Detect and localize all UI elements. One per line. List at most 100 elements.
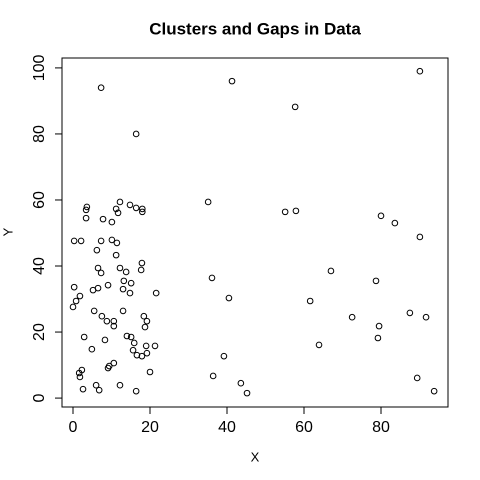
point: [110, 322, 118, 330]
point: [127, 279, 135, 287]
y-tick-label: 20: [31, 323, 48, 341]
point: [114, 209, 122, 217]
y-tick-label: 60: [31, 191, 48, 209]
point: [82, 214, 90, 222]
point: [132, 387, 140, 395]
point: [95, 386, 103, 394]
point: [209, 372, 217, 380]
point: [101, 336, 109, 344]
point: [92, 381, 100, 389]
point: [89, 286, 97, 294]
point: [116, 198, 124, 206]
y-tick-label: 0: [31, 394, 48, 403]
x-axis-label: X: [251, 449, 260, 464]
point: [108, 218, 116, 226]
point: [93, 246, 101, 254]
point: [82, 206, 90, 214]
point: [130, 339, 138, 347]
y-axis-label: Y: [0, 227, 15, 236]
point: [104, 364, 112, 372]
point: [225, 294, 233, 302]
point: [116, 381, 124, 389]
point: [77, 237, 85, 245]
point: [97, 237, 105, 245]
point: [146, 368, 154, 376]
point: [110, 317, 118, 325]
point: [141, 323, 149, 331]
point: [113, 239, 121, 247]
y-tick-label: 80: [31, 125, 48, 143]
point: [208, 274, 216, 282]
point: [142, 342, 150, 350]
x-tick-label: 0: [69, 419, 78, 436]
point: [70, 283, 78, 291]
point: [83, 203, 91, 211]
x-tick-label: 80: [372, 419, 390, 436]
point: [143, 349, 151, 357]
point: [127, 333, 135, 341]
point: [306, 297, 314, 305]
point: [132, 130, 140, 138]
point: [243, 389, 251, 397]
point: [406, 309, 414, 317]
point: [120, 277, 128, 285]
x-tick-label: 20: [141, 419, 159, 436]
point: [228, 77, 236, 85]
point: [292, 207, 300, 215]
point: [377, 212, 385, 220]
point: [137, 266, 145, 274]
chart-title: Clusters and Gaps in Data: [149, 19, 361, 38]
point: [97, 84, 105, 92]
point: [123, 332, 131, 340]
point: [416, 233, 424, 241]
point: [237, 379, 245, 387]
point: [80, 333, 88, 341]
point: [72, 297, 80, 305]
point: [116, 264, 124, 272]
point: [126, 289, 134, 297]
point: [375, 322, 383, 330]
point: [75, 369, 83, 377]
point: [139, 205, 146, 213]
point: [132, 204, 140, 212]
point: [151, 342, 159, 350]
point: [69, 303, 77, 311]
point: [94, 264, 102, 272]
x-tick-label: 40: [218, 419, 236, 436]
point: [138, 352, 146, 360]
point: [119, 307, 127, 315]
point: [416, 67, 424, 75]
point: [103, 317, 111, 325]
point: [413, 374, 421, 382]
point: [140, 312, 148, 320]
point: [98, 312, 106, 320]
point: [112, 205, 120, 213]
point: [422, 313, 430, 321]
point: [152, 289, 160, 297]
y-tick-label: 40: [31, 257, 48, 275]
point: [119, 285, 127, 293]
point: [104, 281, 112, 289]
point: [110, 359, 118, 367]
point: [76, 373, 84, 381]
point: [108, 236, 116, 244]
point: [327, 267, 335, 275]
point: [88, 345, 96, 353]
point: [90, 307, 98, 315]
point: [112, 251, 120, 259]
plot-frame: [61, 57, 449, 408]
x-tick-label: 60: [295, 419, 313, 436]
point: [430, 387, 438, 395]
point: [220, 352, 228, 360]
point: [143, 317, 151, 325]
y-tick-label: 100: [31, 54, 48, 81]
point: [138, 259, 146, 267]
point: [204, 198, 212, 206]
point: [315, 341, 323, 349]
point: [348, 313, 356, 321]
point: [391, 219, 399, 227]
point: [372, 277, 380, 285]
point: [129, 346, 137, 354]
point: [79, 385, 87, 393]
